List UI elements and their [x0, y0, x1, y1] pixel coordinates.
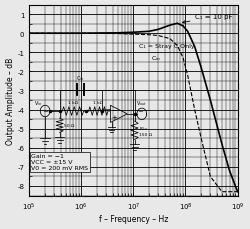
Y-axis label: Output Amplitude – dB: Output Amplitude – dB [6, 57, 15, 144]
Text: C₁ = 10 pF: C₁ = 10 pF [182, 14, 233, 24]
Text: Gain = −1
VCC = ±15 V
V0 = 200 mV RMS: Gain = −1 VCC = ±15 V V0 = 200 mV RMS [31, 154, 88, 170]
Text: C$_{in}$: C$_{in}$ [151, 54, 161, 63]
Text: C₁ = Stray C Only: C₁ = Stray C Only [139, 44, 195, 49]
X-axis label: f – Frequency – Hz: f – Frequency – Hz [99, 215, 168, 224]
